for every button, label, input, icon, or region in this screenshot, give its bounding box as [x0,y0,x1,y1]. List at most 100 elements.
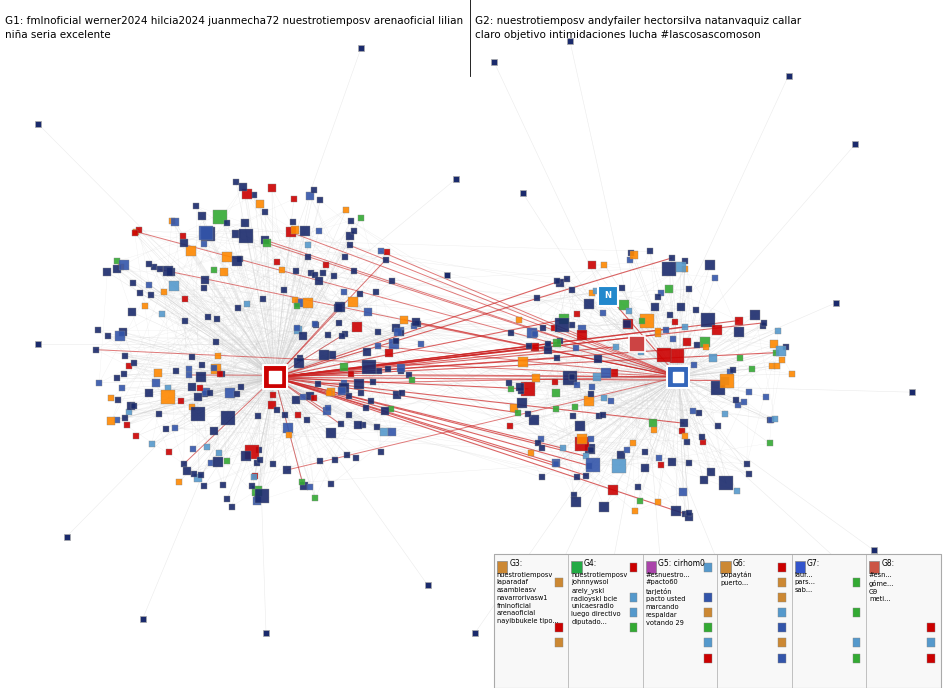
Point [581,460,597,471]
Point [280,422,295,433]
Point [732,352,747,363]
Point [619,444,635,455]
Point [651,325,666,336]
Point [651,329,666,340]
Point [584,288,599,299]
Point [161,447,176,458]
Point [629,338,644,350]
Point [605,484,620,495]
Point [607,367,622,378]
Point [126,400,142,411]
Point [718,477,733,488]
Point [626,249,641,260]
Point [527,342,542,353]
FancyBboxPatch shape [720,561,731,573]
Point [562,372,578,383]
Point [524,328,540,339]
Point [541,341,556,352]
Point [238,450,254,461]
Point [572,420,587,431]
Point [527,329,542,340]
Point [548,458,563,469]
Point [719,376,734,387]
Point [343,215,358,226]
Point [300,297,315,308]
Point [178,316,193,327]
Point [541,345,556,356]
Point [249,491,264,502]
FancyBboxPatch shape [704,563,712,572]
Point [637,447,653,458]
Point [190,391,205,402]
Point [570,471,585,482]
Point [143,290,159,301]
Point [308,493,323,504]
Point [567,401,582,412]
Point [334,330,350,341]
FancyBboxPatch shape [778,638,786,647]
Point [264,183,279,194]
Point [767,339,782,350]
Point [579,470,594,481]
Point [547,323,562,334]
FancyBboxPatch shape [927,623,935,632]
Point [255,491,270,502]
Point [327,270,342,281]
Point [311,378,326,389]
Point [174,396,189,407]
Point [679,436,694,447]
Point [230,255,245,266]
Point [688,304,703,315]
Point [166,280,181,291]
Point [529,292,544,303]
Point [216,480,231,491]
Point [337,287,352,298]
Point [733,614,749,625]
Point [670,350,685,361]
Point [295,391,311,402]
Point [286,193,301,204]
Point [267,372,282,383]
Point [389,336,404,347]
Point [352,288,368,299]
Point [627,506,642,517]
Point [698,341,713,352]
Point [110,394,125,405]
FancyBboxPatch shape [869,561,880,573]
Point [486,56,502,67]
Point [648,301,663,312]
Point [245,481,260,492]
FancyBboxPatch shape [494,554,940,688]
Point [407,320,422,331]
Point [703,466,718,477]
Point [531,438,546,449]
Point [213,211,228,222]
Point [175,230,190,241]
Point [503,420,518,431]
Point [393,366,408,377]
Point [549,353,564,364]
Point [190,409,205,420]
Point [148,378,163,389]
Point [677,256,693,267]
Point [337,251,352,262]
Point [109,264,124,275]
Point [287,224,302,235]
Point [547,377,562,388]
Point [124,400,139,411]
Point [763,414,778,425]
Point [584,259,599,270]
Point [697,336,712,347]
Point [142,387,157,398]
Point [764,361,779,372]
Point [239,189,255,200]
Point [323,387,338,398]
Point [534,600,549,611]
Point [701,314,716,325]
Point [151,408,166,419]
Point [591,354,606,365]
Point [238,230,254,241]
Point [353,212,369,223]
Point [161,391,176,402]
Point [410,319,426,330]
